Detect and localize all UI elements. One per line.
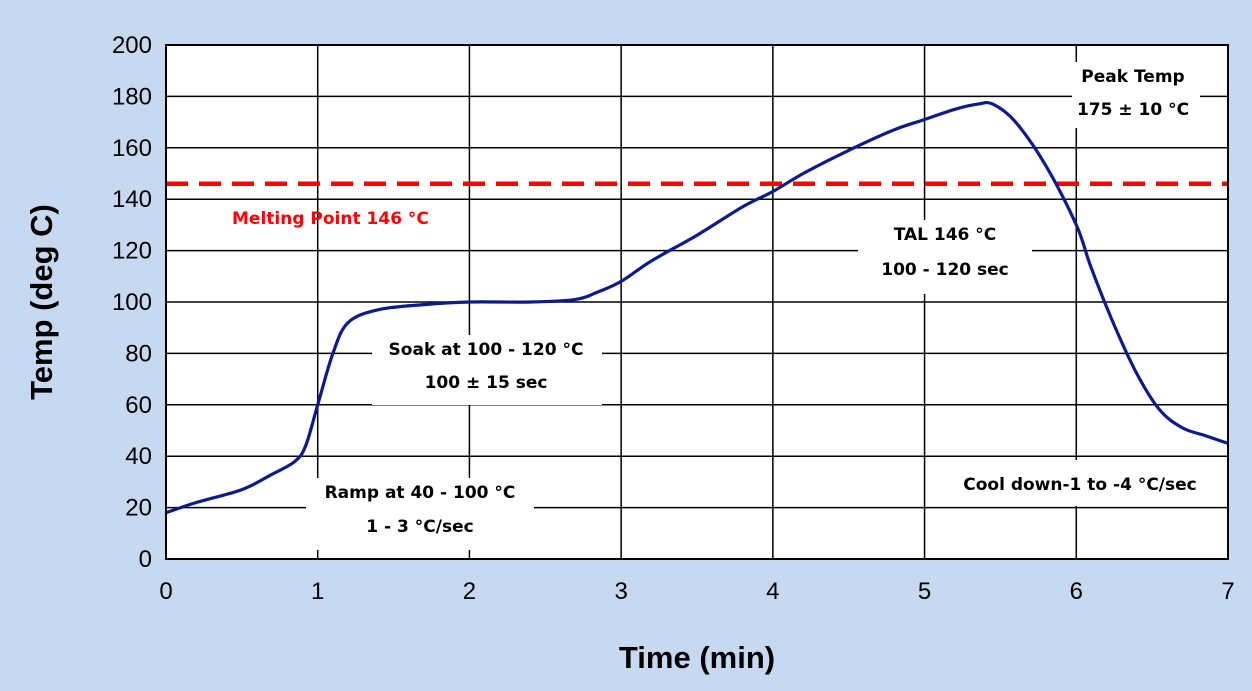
series-layer [165, 100, 1229, 515]
x-tick-label: 7 [1221, 578, 1234, 605]
soak-box [372, 335, 602, 405]
y-tick-labels: 0 20 40 60 80 100 120 140 160 180 200 [112, 32, 152, 573]
y-tick-label: 180 [112, 83, 152, 110]
y-tick-label: 160 [112, 135, 152, 162]
x-tick-label: 5 [918, 578, 931, 605]
ramp-rate-label: 1 - 3 °C/sec [366, 517, 473, 537]
x-tick-label: 0 [159, 578, 172, 605]
x-tick-label: 1 [311, 578, 324, 605]
y-tick-label: 80 [125, 340, 152, 367]
annotation-boxes [306, 62, 1226, 550]
melting-point-label: Melting Point 146 °C [232, 209, 429, 229]
y-tick-label: 40 [125, 443, 152, 470]
plot-border [165, 44, 1229, 560]
ramp-label: Ramp at 40 - 100 °C [325, 483, 516, 503]
x-tick-label: 2 [463, 578, 476, 605]
peak-temp-box [1072, 62, 1200, 128]
y-tick-label: 0 [139, 546, 152, 573]
x-tick-labels: 0 1 2 3 4 5 6 7 [159, 578, 1234, 605]
soak-label: Soak at 100 - 120 °C [389, 340, 584, 360]
x-tick-label: 6 [1070, 578, 1083, 605]
peak-temp-range-label: 175 ± 10 °C [1077, 100, 1189, 120]
tal-time-label: 100 - 120 sec [881, 260, 1009, 280]
cool-down-box [930, 460, 1226, 506]
y-tick-label: 120 [112, 238, 152, 265]
cool-down-label: Cool down-1 to -4 °C/sec [963, 475, 1196, 495]
temperature-profile-line [165, 100, 1229, 515]
ramp-box [306, 478, 534, 550]
peak-temp-label: Peak Temp [1081, 67, 1184, 87]
y-axis-title: Temp (deg C) [24, 204, 59, 400]
tal-label: TAL 146 °C [894, 225, 997, 245]
x-axis-title: Time (min) [619, 640, 775, 675]
x-tick-label: 4 [766, 578, 779, 605]
tal-box [858, 220, 1032, 294]
y-tick-label: 140 [112, 186, 152, 213]
y-tick-label: 200 [112, 32, 152, 59]
y-tick-label: 100 [112, 289, 152, 316]
y-tick-label: 60 [125, 392, 152, 419]
y-tick-label: 20 [125, 495, 152, 522]
x-tick-label: 3 [614, 578, 627, 605]
soak-time-label: 100 ± 15 sec [425, 373, 548, 393]
